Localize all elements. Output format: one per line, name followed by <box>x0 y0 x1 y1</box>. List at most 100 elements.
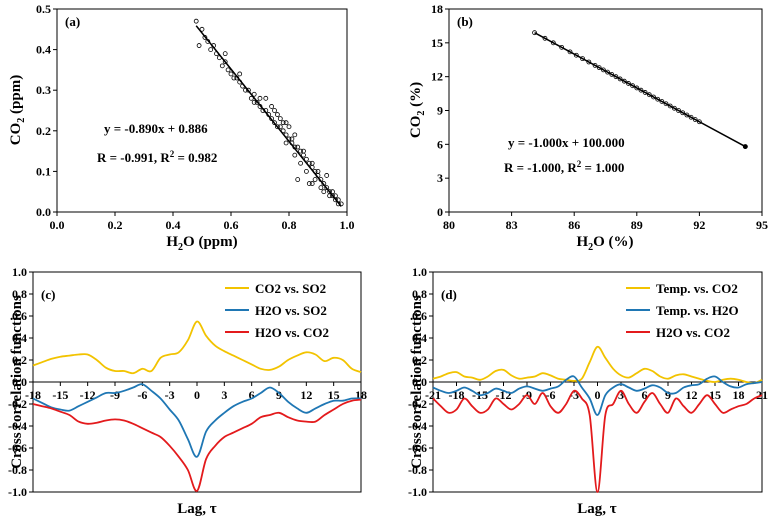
panel-d-xtick-label: 6 <box>642 388 648 402</box>
panel-a-point <box>303 168 309 174</box>
panel-c-ytick-label: 0.2 <box>12 353 27 367</box>
panel-a-xtick-label: 0.4 <box>166 218 181 232</box>
panel-c-legend-entry: CO2 vs. SO2 <box>255 281 326 296</box>
panel-a-point <box>292 132 298 138</box>
panel-c-xtick-label: -15 <box>52 388 68 402</box>
panel-c-xtick-label: 0 <box>194 388 200 402</box>
panel-b-xtick-label: 95 <box>756 218 768 232</box>
panel-b-plot-area <box>448 8 763 213</box>
panel-a-point <box>269 104 275 109</box>
panel-a-equation: y = -0.890x + 0.886 <box>104 121 208 136</box>
panel-c-ytick-label: -0.6 <box>8 441 27 455</box>
panel-c-label: (c) <box>41 287 55 302</box>
panel-a-point <box>228 71 234 77</box>
panel-d-legend-entry: Temp. vs. CO2 <box>656 281 738 296</box>
panel-d-xtick-label: -6 <box>546 388 556 402</box>
panel-a-point <box>231 75 237 81</box>
panel-d-xtick-label: 3 <box>618 388 624 402</box>
panel-c-xtick-label: 6 <box>249 388 255 402</box>
panel-b-fit-line <box>534 32 746 148</box>
panel-d-series-h2o-vs-co2 <box>432 389 763 493</box>
panel-d-label: (d) <box>441 287 457 302</box>
panel-c-ytick-label: -0.4 <box>8 419 27 433</box>
panel-b-point <box>542 35 548 41</box>
panel-a-label: (a) <box>65 14 80 29</box>
panel-a-point <box>324 185 330 191</box>
panel-d-ytick-label: -0.6 <box>408 441 427 455</box>
panel-b-ytick-label: 15 <box>431 36 443 50</box>
panel-c-legend-entry: H2O vs. SO2 <box>255 303 327 318</box>
panel-b-point <box>621 78 627 84</box>
panel-a-point <box>263 95 269 101</box>
panel-c-xtick-label: 3 <box>221 388 227 402</box>
panel-d-legend-entry: H2O vs. CO2 <box>656 325 730 340</box>
panel-d-ytick-label: -0.2 <box>408 397 427 411</box>
panel-b-ytick-label: 18 <box>431 2 443 16</box>
panel-b-point <box>692 117 698 122</box>
panel-d-ytick-label: -0.4 <box>408 419 427 433</box>
panel-d-xtick-label: -21 <box>425 388 441 402</box>
panel-a-xtick-label: 1.0 <box>340 218 355 232</box>
panel-a-point <box>283 120 289 126</box>
panel-d-xtick-label: 12 <box>686 388 698 402</box>
panel-b-point <box>638 87 644 93</box>
panel-b-point <box>609 72 615 77</box>
panel-b-point <box>659 99 665 104</box>
panel-b-xtick-label: 83 <box>506 218 518 232</box>
panel-b-point <box>676 108 681 113</box>
panel-a-ytick-label: 0.2 <box>36 124 51 138</box>
panel-b-point <box>613 74 619 80</box>
panel-b-point <box>646 92 652 98</box>
panel-a-ytick-label: 0.5 <box>36 2 51 16</box>
panel-a-r-value: R = -0.991, R2 = 0.982 <box>97 149 217 165</box>
panel-b-point <box>688 114 694 120</box>
panel-b-equation: y = -1.000x + 100.000 <box>508 135 625 150</box>
panel-b-xtick-label: 92 <box>693 218 705 232</box>
panel-d-xtick-label: 9 <box>665 388 671 402</box>
panel-b-ytick-label: 12 <box>431 70 443 84</box>
panel-a-point <box>208 47 214 52</box>
panel-d-xlabel: Lag, τ <box>577 501 617 517</box>
panel-b-point <box>567 49 573 55</box>
panel-a-point <box>330 189 335 195</box>
panel-a-point <box>283 140 289 146</box>
panel-a-ytick-label: 0.1 <box>36 164 51 178</box>
panel-c-ytick-label: 0.4 <box>12 331 27 345</box>
panel-d-legend-entry: Temp. vs. H2O <box>656 303 739 318</box>
panel-a-point <box>251 91 257 97</box>
panel-a-point <box>277 116 283 122</box>
panel-a-xtick-label: 0.2 <box>108 218 123 232</box>
panel-c-ytick-label: 0.6 <box>12 309 27 323</box>
panel-b-ytick-label: 3 <box>437 171 443 185</box>
panel-c-line: (c) Lag, τ Cross correlation functions -… <box>8 265 367 517</box>
panel-a-point <box>222 51 228 57</box>
panel-c-xtick-label: -18 <box>25 388 41 402</box>
panel-b-point <box>671 105 677 111</box>
panel-b-point <box>601 67 606 73</box>
panel-a-point <box>196 43 202 48</box>
panel-b-point <box>626 81 631 86</box>
panel-c-series-h2o-vs-co2 <box>32 398 362 492</box>
panel-a-xtick-label: 0.8 <box>282 218 297 232</box>
panel-c-ytick-label: 0.0 <box>12 375 27 389</box>
panel-a-xlabel: H2O (ppm) <box>166 234 237 253</box>
panel-c-ytick-label: -1.0 <box>8 485 27 499</box>
panel-d-ytick-label: 0.0 <box>412 375 427 389</box>
panel-a-point <box>324 173 330 178</box>
panel-b-point <box>655 96 661 102</box>
panel-b-point <box>697 119 702 125</box>
panel-b-point <box>596 65 602 71</box>
panel-c-ytick-label: -0.2 <box>8 397 27 411</box>
panel-a-point <box>298 148 304 154</box>
panel-c-series-h2o-vs-so2 <box>32 383 362 458</box>
panel-a-point <box>292 152 298 158</box>
panel-b-point <box>663 101 669 107</box>
panel-b-point <box>586 59 592 65</box>
panel-a-point <box>321 189 327 195</box>
panel-a-point <box>286 124 292 130</box>
panel-d-xtick-label: 21 <box>756 388 768 402</box>
panel-b-point <box>667 103 673 109</box>
panel-b-xtick-label: 86 <box>568 218 580 232</box>
panel-c-xlabel: Lag, τ <box>177 501 217 517</box>
panel-a-point <box>272 108 277 113</box>
